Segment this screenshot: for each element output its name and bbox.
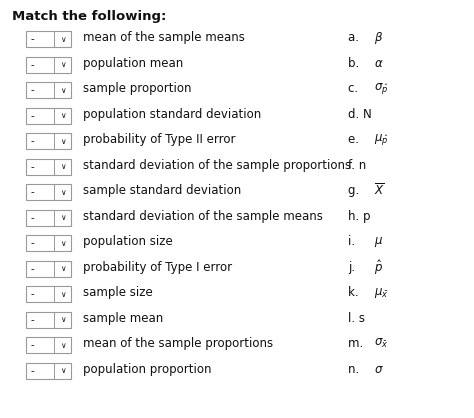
Text: ∨: ∨: [60, 86, 65, 95]
Text: ∨: ∨: [60, 290, 65, 299]
Text: ∨: ∨: [60, 60, 65, 69]
Text: $\sigma$: $\sigma$: [374, 362, 384, 376]
Text: -: -: [31, 136, 35, 146]
Text: Match the following:: Match the following:: [12, 10, 166, 23]
Text: -: -: [31, 366, 35, 376]
Text: sample standard deviation: sample standard deviation: [83, 184, 241, 197]
Text: $\mu_{\bar{x}}$: $\mu_{\bar{x}}$: [374, 285, 389, 300]
Text: b.: b.: [348, 56, 364, 70]
Text: $\alpha$: $\alpha$: [374, 56, 384, 70]
Text: -: -: [31, 187, 35, 197]
Text: mean of the sample means: mean of the sample means: [83, 31, 245, 44]
Text: $\overline{X}$: $\overline{X}$: [374, 183, 385, 199]
Text: sample proportion: sample proportion: [83, 82, 191, 95]
Text: $\sigma_{\bar{x}}$: $\sigma_{\bar{x}}$: [374, 337, 389, 350]
Text: population proportion: population proportion: [83, 362, 211, 376]
Text: -: -: [31, 162, 35, 172]
Text: ∨: ∨: [60, 315, 65, 324]
Text: -: -: [31, 60, 35, 70]
Text: ∨: ∨: [60, 137, 65, 146]
FancyBboxPatch shape: [26, 184, 71, 200]
Text: $\hat{p}$: $\hat{p}$: [374, 257, 383, 277]
Text: $\sigma_{\hat{p}}$: $\sigma_{\hat{p}}$: [374, 81, 389, 96]
Text: $\beta$: $\beta$: [374, 30, 383, 46]
Text: $\mu$: $\mu$: [374, 234, 383, 249]
Text: l. s: l. s: [348, 311, 365, 325]
Text: population standard deviation: population standard deviation: [83, 107, 261, 121]
Text: c.: c.: [348, 82, 362, 95]
Text: ∨: ∨: [60, 111, 65, 120]
Text: $\mu_{\hat{p}}$: $\mu_{\hat{p}}$: [374, 132, 389, 147]
Text: ∨: ∨: [60, 35, 65, 44]
FancyBboxPatch shape: [26, 133, 71, 149]
Text: j.: j.: [348, 260, 359, 274]
Text: h. p: h. p: [348, 209, 371, 223]
Text: ∨: ∨: [60, 162, 65, 171]
Text: ∨: ∨: [60, 264, 65, 273]
Text: ∨: ∨: [60, 239, 65, 248]
Text: ∨: ∨: [60, 366, 65, 375]
Text: -: -: [31, 213, 35, 223]
Text: sample mean: sample mean: [83, 311, 163, 325]
Text: -: -: [31, 264, 35, 274]
Text: ∨: ∨: [60, 188, 65, 197]
FancyBboxPatch shape: [26, 363, 71, 379]
Text: d. N: d. N: [348, 107, 372, 121]
Text: -: -: [31, 340, 35, 350]
Text: -: -: [31, 85, 35, 95]
Text: a.: a.: [348, 31, 363, 44]
Text: e.: e.: [348, 133, 363, 146]
Text: population size: population size: [83, 235, 173, 248]
FancyBboxPatch shape: [26, 235, 71, 251]
FancyBboxPatch shape: [26, 57, 71, 73]
Text: standard deviation of the sample means: standard deviation of the sample means: [83, 209, 323, 223]
FancyBboxPatch shape: [26, 337, 71, 353]
Text: mean of the sample proportions: mean of the sample proportions: [83, 337, 273, 350]
FancyBboxPatch shape: [26, 159, 71, 175]
FancyBboxPatch shape: [26, 286, 71, 302]
Text: f. n: f. n: [348, 158, 367, 172]
FancyBboxPatch shape: [26, 261, 71, 277]
Text: -: -: [31, 34, 35, 44]
Text: -: -: [31, 238, 35, 248]
FancyBboxPatch shape: [26, 31, 71, 47]
Text: m.: m.: [348, 337, 367, 350]
Text: -: -: [31, 111, 35, 121]
Text: standard deviation of the sample proportions: standard deviation of the sample proport…: [83, 158, 351, 172]
Text: n.: n.: [348, 362, 364, 376]
Text: -: -: [31, 315, 35, 325]
Text: ∨: ∨: [60, 341, 65, 350]
FancyBboxPatch shape: [26, 82, 71, 98]
Text: population mean: population mean: [83, 56, 183, 70]
Text: k.: k.: [348, 286, 363, 299]
FancyBboxPatch shape: [26, 108, 71, 124]
Text: i.: i.: [348, 235, 359, 248]
Text: sample size: sample size: [83, 286, 153, 299]
Text: probability of Type I error: probability of Type I error: [83, 260, 232, 274]
Text: probability of Type II error: probability of Type II error: [83, 133, 236, 146]
FancyBboxPatch shape: [26, 312, 71, 328]
Text: g.: g.: [348, 184, 364, 197]
Text: ∨: ∨: [60, 213, 65, 222]
Text: -: -: [31, 289, 35, 299]
FancyBboxPatch shape: [26, 210, 71, 226]
